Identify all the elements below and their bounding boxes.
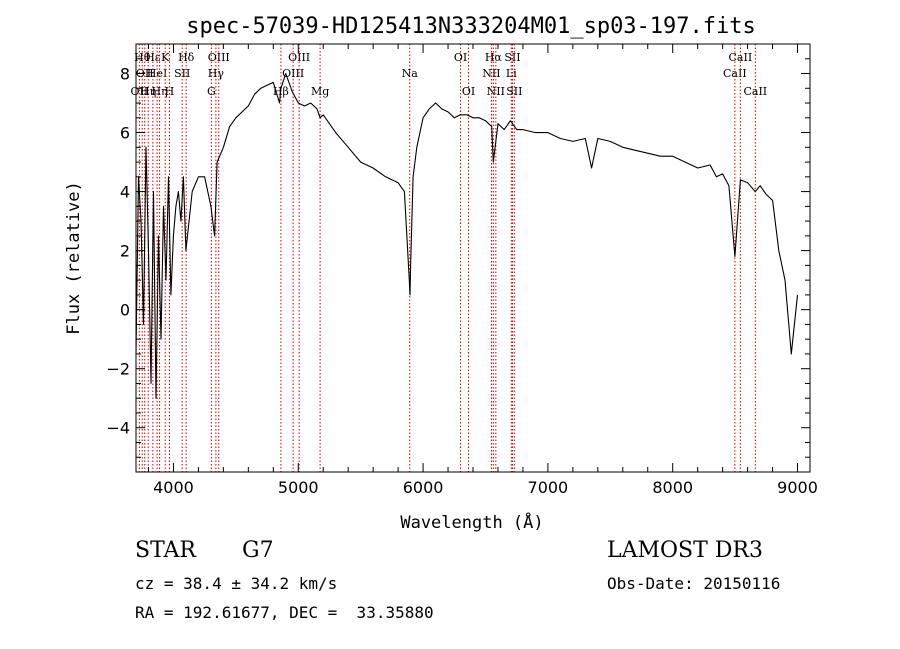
y-tick-label: 0 xyxy=(120,301,130,320)
subclass: G7 xyxy=(242,538,274,563)
radec-line: RA = 192.61677, DEC = 33.35880 xyxy=(135,603,434,622)
obs-date-line: Obs-Date: 20150116 xyxy=(607,574,781,593)
x-axis: 4000 5000 6000 7000 8000 9000 xyxy=(147,44,818,497)
x-tick-label: 5000 xyxy=(278,478,319,497)
line-marker-label: Hα xyxy=(485,51,503,64)
y-tick-label: −4 xyxy=(106,419,130,438)
x-tick-label: 7000 xyxy=(528,478,569,497)
chart-title: spec-57039-HD125413N333204M01_sp03-197.f… xyxy=(186,14,756,39)
line-marker-label: SII xyxy=(174,67,190,80)
line-marker-label: OI xyxy=(454,51,467,64)
line-marker-label: H xyxy=(165,85,175,98)
redshift-line: cz = 38.4 ± 34.2 km/s xyxy=(135,574,338,593)
y-axis-label: Flux (relative) xyxy=(64,181,84,335)
line-marker-label: Hγ xyxy=(208,67,225,80)
line-marker-label: K xyxy=(161,51,170,64)
object-class: STAR xyxy=(135,538,196,563)
line-marker-label: OIII xyxy=(208,51,230,64)
line-marker-label: NII xyxy=(482,67,500,80)
line-marker-label: Hθ xyxy=(134,51,151,64)
line-marker-label: NII xyxy=(487,85,505,98)
x-tick-label: 4000 xyxy=(153,478,194,497)
y-axis: −4 −2 0 2 4 6 8 xyxy=(106,43,810,473)
x-axis-label: Wavelength (Å) xyxy=(400,511,543,533)
line-marker-label: Hη xyxy=(140,85,156,98)
y-tick-label: 4 xyxy=(120,183,130,202)
line-marker-label: Hε xyxy=(145,51,161,64)
line-marker-label: OI xyxy=(462,85,475,98)
line-marker-label: Hη xyxy=(151,85,167,98)
line-marker-label: CaII xyxy=(723,67,747,80)
y-tick-label: −2 xyxy=(106,360,130,379)
line-marker-label: SII xyxy=(504,51,520,64)
line-marker-label: Mg xyxy=(311,85,329,98)
y-tick-label: 8 xyxy=(120,65,130,84)
line-marker-label: OII xyxy=(131,85,149,98)
line-marker-label: Hδ xyxy=(178,51,195,64)
line-marker-label: CaII xyxy=(743,85,767,98)
spectrum-series xyxy=(135,72,799,399)
line-marker-label: CaII xyxy=(729,51,753,64)
line-marker-label: OIII xyxy=(288,51,310,64)
line-marker-label: HeI xyxy=(147,67,167,80)
y-tick-label: 6 xyxy=(120,124,130,143)
x-tick-label: 6000 xyxy=(403,478,444,497)
x-tick-label: 9000 xyxy=(777,478,818,497)
y-tick-label: 2 xyxy=(120,242,130,261)
plot-frame xyxy=(135,43,811,473)
line-marker-label: G xyxy=(207,85,216,98)
line-marker-label: Na xyxy=(402,67,419,80)
spectral-line-markers: OIIHθOIIHηHεHeIHηKHSIIHδGHγOIIIHβOIIIOII… xyxy=(131,44,767,472)
x-tick-label: 8000 xyxy=(652,478,693,497)
line-marker-label: Li xyxy=(506,67,517,80)
spectrum-line xyxy=(135,72,799,399)
survey-name: LAMOST DR3 xyxy=(607,538,763,563)
line-marker-label: SII xyxy=(506,85,522,98)
